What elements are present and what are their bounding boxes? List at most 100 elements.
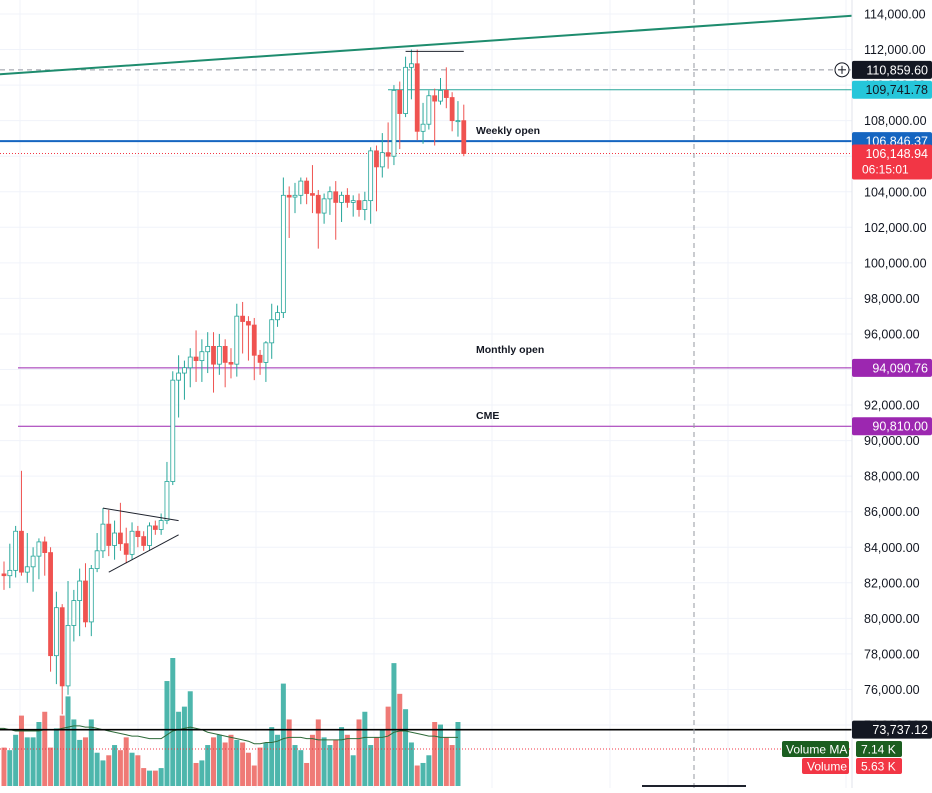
volume-bar [321, 737, 327, 786]
price-tick-label: 88,000.00 [864, 470, 920, 484]
volume-bar [298, 750, 304, 786]
candle-up [403, 66, 408, 114]
volume-layer [0, 658, 461, 786]
volume-bar [205, 745, 211, 786]
candle-up [350, 200, 356, 203]
volume-bar [280, 683, 286, 786]
trendline-triangle-upper [102, 507, 179, 522]
candle-down [449, 97, 455, 122]
volume-bar [286, 719, 292, 786]
price-tick-label: 92,000.00 [864, 399, 920, 413]
volume-bar [135, 755, 141, 786]
candle-down [59, 607, 65, 687]
candle-down [152, 525, 158, 530]
volume-bar [106, 755, 112, 786]
candle-up [30, 555, 36, 568]
volume-bar [222, 742, 228, 786]
volume-bar [368, 745, 374, 786]
price-tick-label: 80,000.00 [864, 612, 920, 626]
candle-down [135, 530, 141, 537]
candle-down [251, 324, 257, 356]
volume-bar [7, 750, 13, 786]
volume-bar [333, 739, 339, 786]
price-tick-label: 78,000.00 [864, 647, 920, 661]
candle-down [240, 315, 246, 322]
candle-up [327, 191, 333, 200]
volume-bar [152, 770, 158, 786]
candle-up [420, 123, 426, 132]
candle-up [53, 607, 59, 657]
teal-level-badge: 109,741.78 [865, 83, 928, 97]
volume-bar [18, 715, 24, 786]
volume-bar [414, 765, 420, 786]
volume-bar [1, 747, 7, 786]
volume-ma-label: Volume MA [786, 743, 847, 757]
candle-up [199, 351, 205, 362]
volume-bar [24, 737, 30, 786]
candle-down [461, 120, 467, 154]
volume-bar [53, 728, 59, 786]
candle-down [356, 200, 362, 210]
candle-up [205, 345, 211, 353]
candle-down [257, 354, 263, 363]
candle-down [443, 90, 449, 98]
volume-ma-value-bg [856, 741, 902, 757]
level-label-1: Monthly open [476, 344, 544, 356]
volume-bar [275, 734, 281, 786]
volume-bar [147, 770, 152, 786]
level-label-2: CME [476, 410, 499, 422]
current-price-badge: 106,148.94 [865, 147, 928, 161]
candle-down [141, 536, 147, 546]
volume-bar [339, 727, 345, 786]
volume-bar [385, 706, 391, 786]
volume-bar [48, 747, 54, 786]
candle-up [100, 523, 106, 552]
candle-up [71, 600, 77, 626]
volume-bar [187, 691, 193, 786]
volume-bar [356, 719, 362, 786]
candle-up [36, 541, 42, 557]
candle-up [77, 580, 83, 601]
volume-bar [344, 734, 350, 786]
candle-up [298, 180, 304, 196]
volume-bar [362, 711, 368, 786]
volume-bar [397, 693, 403, 786]
volume-bar [408, 742, 414, 786]
candle-down [228, 361, 234, 365]
candle-down [315, 194, 321, 214]
candle-up [176, 372, 182, 381]
candle-up [321, 198, 327, 214]
volume-bar [82, 737, 88, 786]
volume-bar [292, 745, 298, 786]
volume-bar [426, 755, 432, 786]
candle-down [1, 573, 7, 577]
candle-up [263, 342, 269, 363]
candle-down [123, 543, 129, 555]
candle-up [158, 520, 164, 530]
volume-bar [71, 719, 77, 786]
volume-bar [88, 719, 94, 786]
volume-bar [216, 734, 222, 786]
candles-layer [1, 49, 467, 715]
volume-bar [449, 745, 455, 786]
level-label-0: Weekly open [476, 125, 540, 137]
candle-down [385, 152, 391, 157]
candle-down [344, 194, 350, 203]
black-level-badge-bg [852, 720, 932, 739]
candle-up [362, 200, 368, 210]
volume-value-bg [856, 758, 902, 774]
price-badges: 110,859.60109,741.78106,846.37106,148.94… [834, 60, 932, 739]
trendline-triangle-lower [108, 534, 179, 573]
candle-down [432, 95, 438, 102]
candle-down [42, 541, 48, 553]
candle-up [368, 150, 374, 202]
price-axis[interactable]: 114,000.00112,000.00110,000.00108,000.00… [851, 0, 927, 788]
candle-up [88, 568, 94, 623]
countdown-badge: 06:15:01 [862, 163, 909, 177]
volume-bar [234, 739, 240, 786]
volume-bar [438, 724, 443, 786]
volume-bar [304, 762, 310, 786]
candle-up [269, 319, 275, 344]
